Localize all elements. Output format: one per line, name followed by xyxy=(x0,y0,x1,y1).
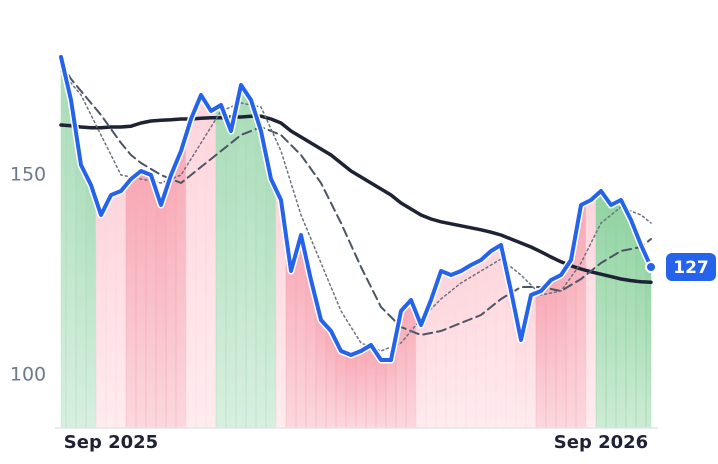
regime-area xyxy=(135,170,147,429)
regime-area xyxy=(605,197,617,429)
last-value-dot xyxy=(645,261,657,273)
regime-area xyxy=(245,91,257,429)
regime-area xyxy=(585,194,597,429)
regime-area xyxy=(145,172,157,429)
regime-area xyxy=(405,299,417,429)
regime-area xyxy=(60,56,67,429)
regime-area xyxy=(265,154,277,429)
regime-area xyxy=(235,84,247,429)
regime-area xyxy=(185,106,197,429)
regime-area xyxy=(455,267,467,429)
x-tick-label: Sep 2025 xyxy=(64,432,158,453)
regime-area xyxy=(95,199,107,429)
regime-area xyxy=(155,189,167,429)
series-line xyxy=(60,70,652,352)
y-tick-label: 100 xyxy=(10,364,46,386)
last-value-pill xyxy=(666,253,716,281)
regime-area xyxy=(415,312,427,429)
regime-area xyxy=(635,232,647,429)
regime-area xyxy=(595,190,607,429)
y-tick-label: 150 xyxy=(10,164,46,186)
regime-area xyxy=(85,174,97,429)
regime-area xyxy=(365,344,377,429)
regime-area xyxy=(195,94,207,429)
regime-area xyxy=(435,270,447,429)
regime-area xyxy=(445,272,457,429)
regime-area xyxy=(485,247,497,429)
regime-area xyxy=(115,184,127,429)
regime-area xyxy=(165,162,177,429)
last-value-label: 127 xyxy=(673,258,709,278)
regime-area xyxy=(105,192,117,429)
regime-area xyxy=(225,107,237,429)
regime-area xyxy=(625,209,637,429)
regime-area xyxy=(375,351,387,429)
regime-area xyxy=(175,134,187,429)
series-line xyxy=(59,55,653,362)
x-tick-label: Sep 2026 xyxy=(554,432,648,453)
series-line xyxy=(59,114,653,284)
regime-area xyxy=(345,352,357,429)
regime-area xyxy=(545,277,557,429)
regime-area xyxy=(615,199,627,429)
regime-area xyxy=(535,284,547,429)
regime-area xyxy=(125,174,137,429)
regime-area xyxy=(205,101,217,429)
series-line xyxy=(60,62,652,336)
regime-area xyxy=(355,347,367,429)
regime-area xyxy=(215,104,227,429)
regime-area xyxy=(475,254,487,429)
regime-area xyxy=(465,262,477,429)
